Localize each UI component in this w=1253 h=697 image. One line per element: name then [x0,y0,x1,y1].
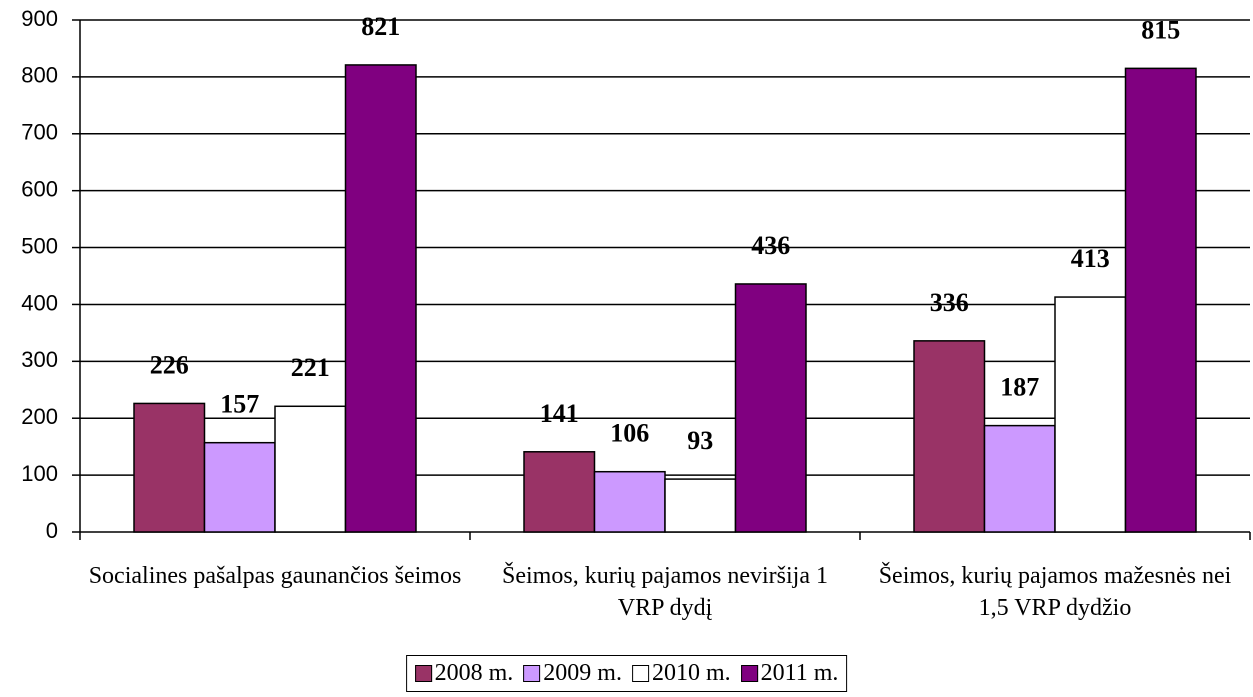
legend-item: 2009 m. [523,660,622,687]
y-tick-label: 300 [21,347,58,372]
legend-swatch [414,665,432,682]
x-tick-label: Socialines pašalpas gaunančios šeimos [88,563,462,589]
y-tick-label: 700 [21,120,58,145]
y-tick-label: 600 [21,176,58,201]
bar [274,405,347,533]
data-label: 336 [930,288,969,317]
y-tick-label: 100 [21,461,58,486]
bar [664,478,737,533]
legend-label: 2008 m. [434,660,514,686]
data-label: 226 [150,350,189,379]
bar [203,441,276,533]
bar [1054,296,1127,533]
y-tick-label: 500 [21,233,58,258]
x-tick-label: Šeimos, kurių pajamos mažesnės nei 1,5 V… [878,563,1232,621]
bar [1124,67,1197,533]
legend-swatch [523,665,541,682]
bar [593,470,666,533]
data-label: 436 [751,231,790,260]
x-tick-label: Šeimos, kurių pajamos neviršija 1 VRP dy… [502,563,828,621]
legend-item: 2011 m. [740,660,839,687]
bar [913,340,986,533]
bar [344,64,417,533]
y-tick-label: 0 [46,518,58,543]
data-label: 821 [361,12,400,41]
data-label: 413 [1071,244,1110,273]
bar [734,283,807,533]
legend-swatch [740,665,758,682]
legend-swatch [631,665,649,682]
y-tick-label: 400 [21,290,58,315]
legend-label: 2011 m. [760,660,839,686]
legend: 2008 m. 2009 m. 2010 m. 2011 m. [405,655,848,692]
bar [983,424,1056,533]
bar [523,451,596,533]
legend-label: 2009 m. [543,660,622,686]
legend-label: 2010 m. [651,660,731,686]
data-label: 93 [687,426,713,455]
legend-item: 2010 m. [631,660,731,687]
data-label: 157 [220,390,259,419]
bar [133,402,206,533]
data-label: 815 [1141,15,1180,44]
y-tick-label: 900 [21,6,58,31]
data-label: 187 [1000,373,1039,402]
data-label: 141 [540,399,579,428]
y-tick-label: 800 [21,63,58,88]
data-label: 221 [291,353,330,382]
y-tick-label: 200 [21,404,58,429]
legend-item: 2008 m. [414,660,514,687]
data-label: 106 [610,419,649,448]
